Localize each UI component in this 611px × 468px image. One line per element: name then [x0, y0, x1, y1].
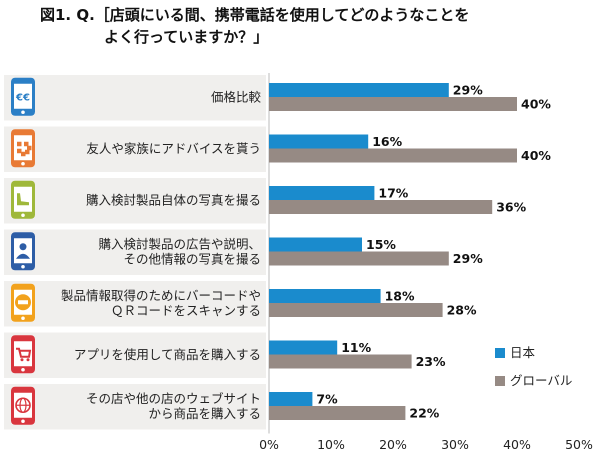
category-label: 友人や家族にアドバイスを貰う: [86, 141, 261, 156]
value-label-japan: 7%: [316, 392, 338, 407]
category-label: アプリを使用して商品を購入する: [74, 347, 261, 362]
title-line-1: 図1. Q.［店頭にいる間、携帯電話を使用してどのようなことを: [40, 6, 470, 24]
legend-label: 日本: [510, 345, 536, 360]
category-label: 購入検討製品自体の写真を撮る: [86, 192, 261, 207]
category-label: 価格比較: [211, 89, 262, 104]
title-line-2: よく行っていますか？」: [104, 28, 269, 46]
euro-phone-icon: €€: [11, 77, 35, 116]
value-label-global: 29%: [453, 251, 483, 266]
qr-code-phone-icon: [11, 129, 35, 168]
category-label: から商品を購入する: [148, 406, 261, 421]
category-row-bg: [4, 126, 266, 172]
category-row-bg: [4, 75, 266, 121]
value-label-japan: 17%: [378, 186, 408, 201]
bar-global: [269, 200, 493, 214]
value-label-global: 40%: [521, 148, 551, 163]
bar-japan: [269, 83, 449, 97]
category-row-bg: [4, 281, 266, 327]
category-row-bg: [4, 229, 266, 275]
value-label-global: 22%: [409, 406, 439, 421]
bar-global: [269, 354, 412, 369]
category-row-bg: [4, 178, 266, 224]
shopping-cart-phone-icon: [11, 335, 35, 374]
bar-japan: [269, 237, 362, 252]
value-label-global: 40%: [521, 97, 551, 112]
category-label: 購入検討製品の広告や説明、: [98, 236, 261, 251]
chart-title: 図1. Q.［店頭にいる間、携帯電話を使用してどのようなことを よく行っています…: [40, 4, 469, 48]
svg-text:€€: €€: [15, 92, 30, 103]
bar-global: [269, 251, 449, 266]
category-label: 製品情報取得のためにバーコードや: [61, 288, 261, 303]
legend-swatch: [495, 348, 505, 358]
value-label-japan: 11%: [341, 340, 371, 355]
category-row-bg: [4, 384, 266, 430]
value-label-global: 36%: [496, 200, 526, 215]
value-label-global: 28%: [447, 303, 477, 318]
bar-japan: [269, 392, 313, 406]
x-tick-label: 50%: [565, 437, 593, 452]
person-phone-icon: [11, 232, 35, 271]
bar-japan: [269, 186, 375, 200]
bar-japan: [269, 340, 338, 355]
category-label: ＱＲコードをスキャンする: [111, 303, 261, 318]
value-label-japan: 16%: [372, 134, 402, 149]
bar-global: [269, 303, 443, 317]
bar-global: [269, 406, 406, 420]
barcode-sticker-phone-icon: [11, 283, 35, 322]
x-tick-label: 40%: [503, 437, 531, 452]
bar-global: [269, 148, 517, 163]
legend-swatch: [495, 376, 505, 386]
value-label-japan: 15%: [366, 237, 396, 252]
globe-phone-icon: [11, 386, 35, 425]
value-label-global: 23%: [416, 354, 446, 369]
x-tick-label: 20%: [379, 437, 407, 452]
legend-label: グローバル: [510, 373, 572, 388]
shoe-phone-icon: [11, 180, 35, 219]
bar-japan: [269, 289, 381, 303]
bar-japan: [269, 134, 369, 149]
category-label: その他情報の写真を撮る: [123, 251, 261, 266]
value-label-japan: 18%: [385, 289, 415, 304]
x-tick-label: 0%: [259, 437, 279, 452]
bar-global: [269, 97, 517, 111]
value-label-japan: 29%: [453, 83, 483, 98]
x-tick-label: 10%: [317, 437, 345, 452]
category-row-bg: [4, 332, 266, 378]
x-tick-label: 30%: [441, 437, 469, 452]
category-label: その店や他の店のウェブサイト: [86, 391, 261, 406]
